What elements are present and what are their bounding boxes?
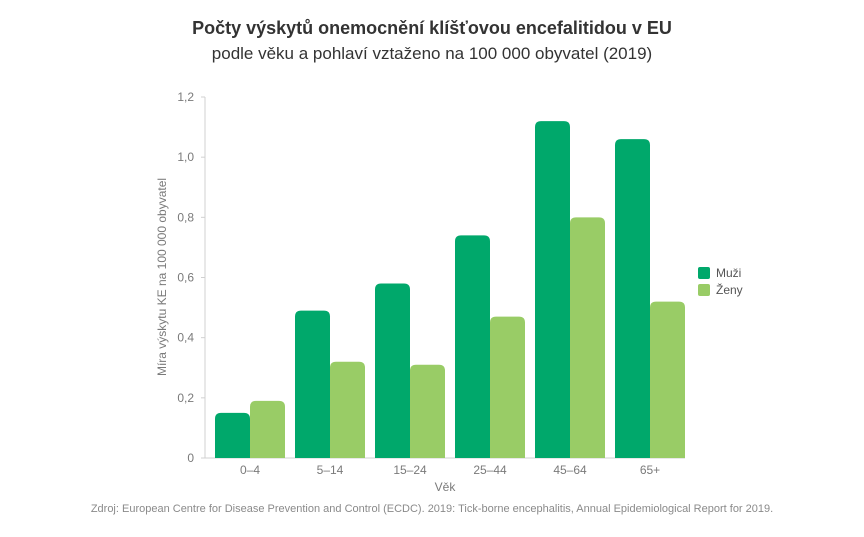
legend-swatch <box>698 267 710 279</box>
y-tick-label: 0,6 <box>177 271 194 285</box>
legend-swatch <box>698 284 710 296</box>
bar-Muži-0–4 <box>215 412 250 458</box>
x-tick-label: 5–14 <box>317 463 344 477</box>
x-tick-label: 25–44 <box>473 463 507 477</box>
bar-Ženy-45–64 <box>570 217 605 458</box>
legend-label: Ženy <box>716 282 743 297</box>
source-note: Zdroj: European Centre for Disease Preve… <box>90 503 774 515</box>
bar-Ženy-15–24 <box>410 364 445 458</box>
bar-Ženy-0–4 <box>250 400 285 458</box>
x-axis-label: Věk <box>435 480 457 494</box>
bar-Muži-15–24 <box>375 283 410 458</box>
y-axis-label: Míra výskytu KE na 100 000 obyvatel <box>155 178 169 376</box>
x-axis-ticks: 0–4 5–14 15–24 25–44 45–64 65+ <box>240 463 660 477</box>
bar-Muži-5–14 <box>295 310 330 458</box>
y-tick-label: 0,4 <box>177 331 194 345</box>
y-axis-ticks: 0 0,2 0,4 0,6 0,8 1,0 1,2 <box>177 90 205 465</box>
bar-Ženy-25–44 <box>490 316 525 458</box>
bars <box>215 121 685 459</box>
x-tick-label: 45–64 <box>553 463 587 477</box>
y-tick-label: 0 <box>187 451 194 465</box>
x-tick-label: 15–24 <box>393 463 427 477</box>
y-tick-label: 0,2 <box>177 391 194 405</box>
bar-Ženy-65+ <box>650 301 685 458</box>
bar-chart: 0 0,2 0,4 0,6 0,8 1,0 1,2 0–4 5–14 15–24 25–44 45–… <box>155 90 743 494</box>
y-tick-label: 1,0 <box>177 150 194 164</box>
y-tick-label: 0,8 <box>177 210 194 224</box>
chart-title: Počty výskytů onemocnění klíšťovou encef… <box>192 18 672 38</box>
bar-Muži-45–64 <box>535 121 570 459</box>
chart-subtitle: podle věku a pohlaví vztaženo na 100 000… <box>211 44 653 63</box>
y-tick-label: 1,2 <box>177 90 194 104</box>
x-tick-label: 0–4 <box>240 463 260 477</box>
bar-Muži-25–44 <box>455 235 490 458</box>
legend-label: Muži <box>716 266 741 280</box>
legend: Muži Ženy <box>698 266 743 297</box>
x-tick-label: 65+ <box>640 463 660 477</box>
bar-Muži-65+ <box>615 139 650 458</box>
bar-Ženy-5–14 <box>330 361 365 458</box>
